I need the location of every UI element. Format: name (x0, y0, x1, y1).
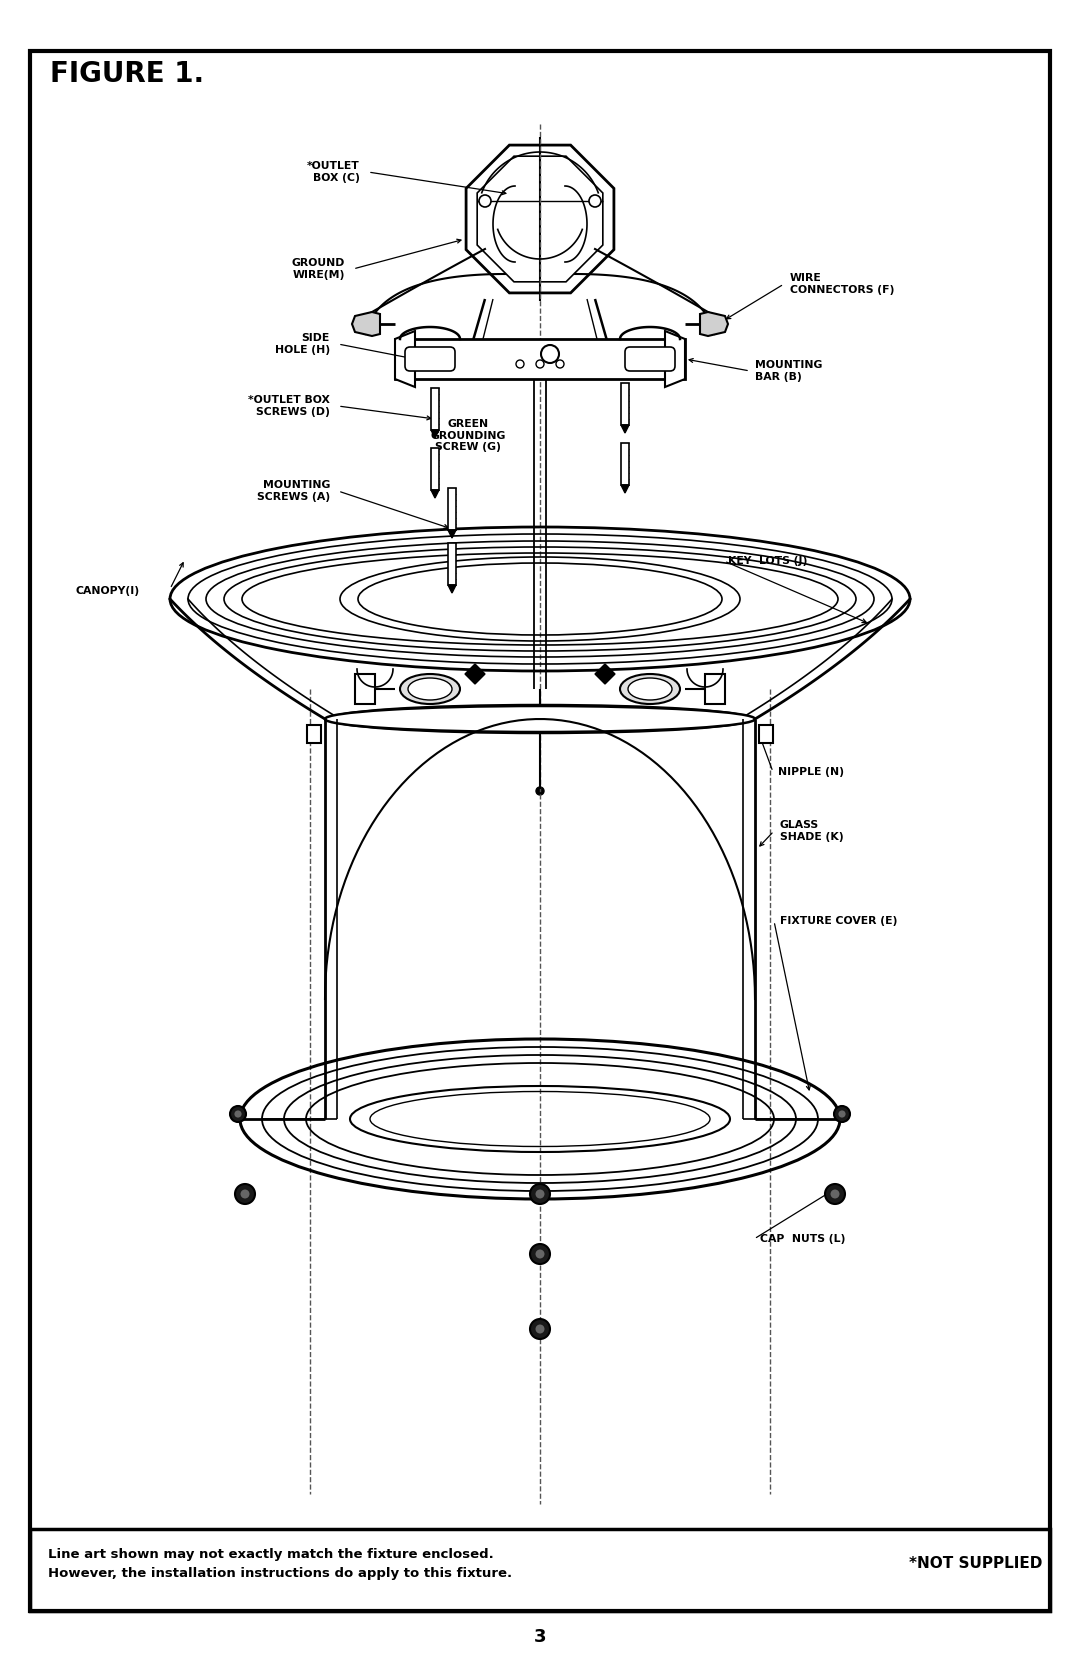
Bar (355, 674, 375, 704)
Circle shape (536, 361, 544, 367)
Polygon shape (595, 664, 615, 684)
Polygon shape (621, 426, 629, 432)
Polygon shape (395, 330, 415, 387)
Circle shape (530, 1183, 550, 1203)
Text: FIGURE 1.: FIGURE 1. (50, 60, 204, 88)
Bar (431, 447, 438, 491)
Text: Line art shown may not exactly match the fixture enclosed.
However, the installa: Line art shown may not exactly match the… (48, 1549, 512, 1581)
Bar (448, 487, 456, 531)
Circle shape (235, 1183, 255, 1203)
Bar (705, 674, 725, 704)
Circle shape (589, 195, 600, 207)
Polygon shape (431, 491, 438, 497)
Ellipse shape (408, 678, 453, 699)
Text: GROUND
WIRE(M): GROUND WIRE(M) (292, 259, 345, 280)
Polygon shape (700, 312, 728, 335)
Ellipse shape (400, 674, 460, 704)
Text: MOUNTING
BAR (B): MOUNTING BAR (B) (755, 361, 822, 382)
Circle shape (537, 721, 543, 728)
Bar (448, 542, 456, 586)
Text: *OUTLET
BOX (C): *OUTLET BOX (C) (307, 162, 360, 184)
Text: *OUTLET BOX
SCREWS (D): *OUTLET BOX SCREWS (D) (248, 396, 330, 417)
Circle shape (536, 1250, 544, 1258)
Bar (621, 442, 629, 486)
Circle shape (480, 195, 491, 207)
Bar (307, 724, 321, 743)
Circle shape (516, 361, 524, 367)
Circle shape (241, 1190, 249, 1198)
Ellipse shape (627, 678, 672, 699)
Circle shape (230, 1107, 246, 1122)
Ellipse shape (620, 674, 680, 704)
Text: CAP  NUTS (L): CAP NUTS (L) (760, 1233, 846, 1243)
Ellipse shape (330, 704, 750, 733)
Bar (621, 382, 629, 426)
Polygon shape (665, 330, 685, 387)
Polygon shape (467, 145, 613, 294)
Polygon shape (352, 312, 380, 335)
Circle shape (831, 1190, 839, 1198)
Circle shape (530, 1319, 550, 1339)
Text: KEY  LOTS (J): KEY LOTS (J) (728, 556, 808, 566)
Circle shape (536, 1325, 544, 1334)
FancyBboxPatch shape (405, 347, 455, 371)
Text: WIRE
CONNECTORS (F): WIRE CONNECTORS (F) (789, 274, 894, 295)
Circle shape (834, 1107, 850, 1122)
Circle shape (825, 1183, 845, 1203)
Bar (395, 339, 685, 379)
Bar (431, 387, 438, 431)
Circle shape (536, 1190, 544, 1198)
Bar (30, 1529, 1050, 1611)
Circle shape (530, 1243, 550, 1263)
Text: GREEN
GROUNDING
SCREW (G): GREEN GROUNDING SCREW (G) (430, 419, 505, 452)
Text: MOUNTING
SCREWS (A): MOUNTING SCREWS (A) (257, 481, 330, 502)
Text: FIXTURE COVER (E): FIXTURE COVER (E) (780, 916, 897, 926)
Polygon shape (448, 531, 456, 537)
Text: 3: 3 (534, 1627, 546, 1646)
Text: SIDE
HOLE (H): SIDE HOLE (H) (275, 334, 330, 355)
Circle shape (536, 788, 544, 794)
Polygon shape (621, 486, 629, 492)
Polygon shape (448, 586, 456, 592)
FancyBboxPatch shape (625, 347, 675, 371)
Polygon shape (465, 664, 485, 684)
Circle shape (838, 1110, 846, 1118)
Text: CANOPY(I): CANOPY(I) (75, 586, 139, 596)
Bar (759, 724, 773, 743)
Circle shape (234, 1110, 242, 1118)
Text: NIPPLE (N): NIPPLE (N) (778, 768, 843, 778)
Ellipse shape (325, 706, 755, 733)
Text: *NOT SUPPLIED: *NOT SUPPLIED (908, 1557, 1042, 1572)
Polygon shape (431, 431, 438, 437)
Circle shape (556, 361, 564, 367)
Text: GLASS
SHADE (K): GLASS SHADE (K) (780, 819, 843, 841)
